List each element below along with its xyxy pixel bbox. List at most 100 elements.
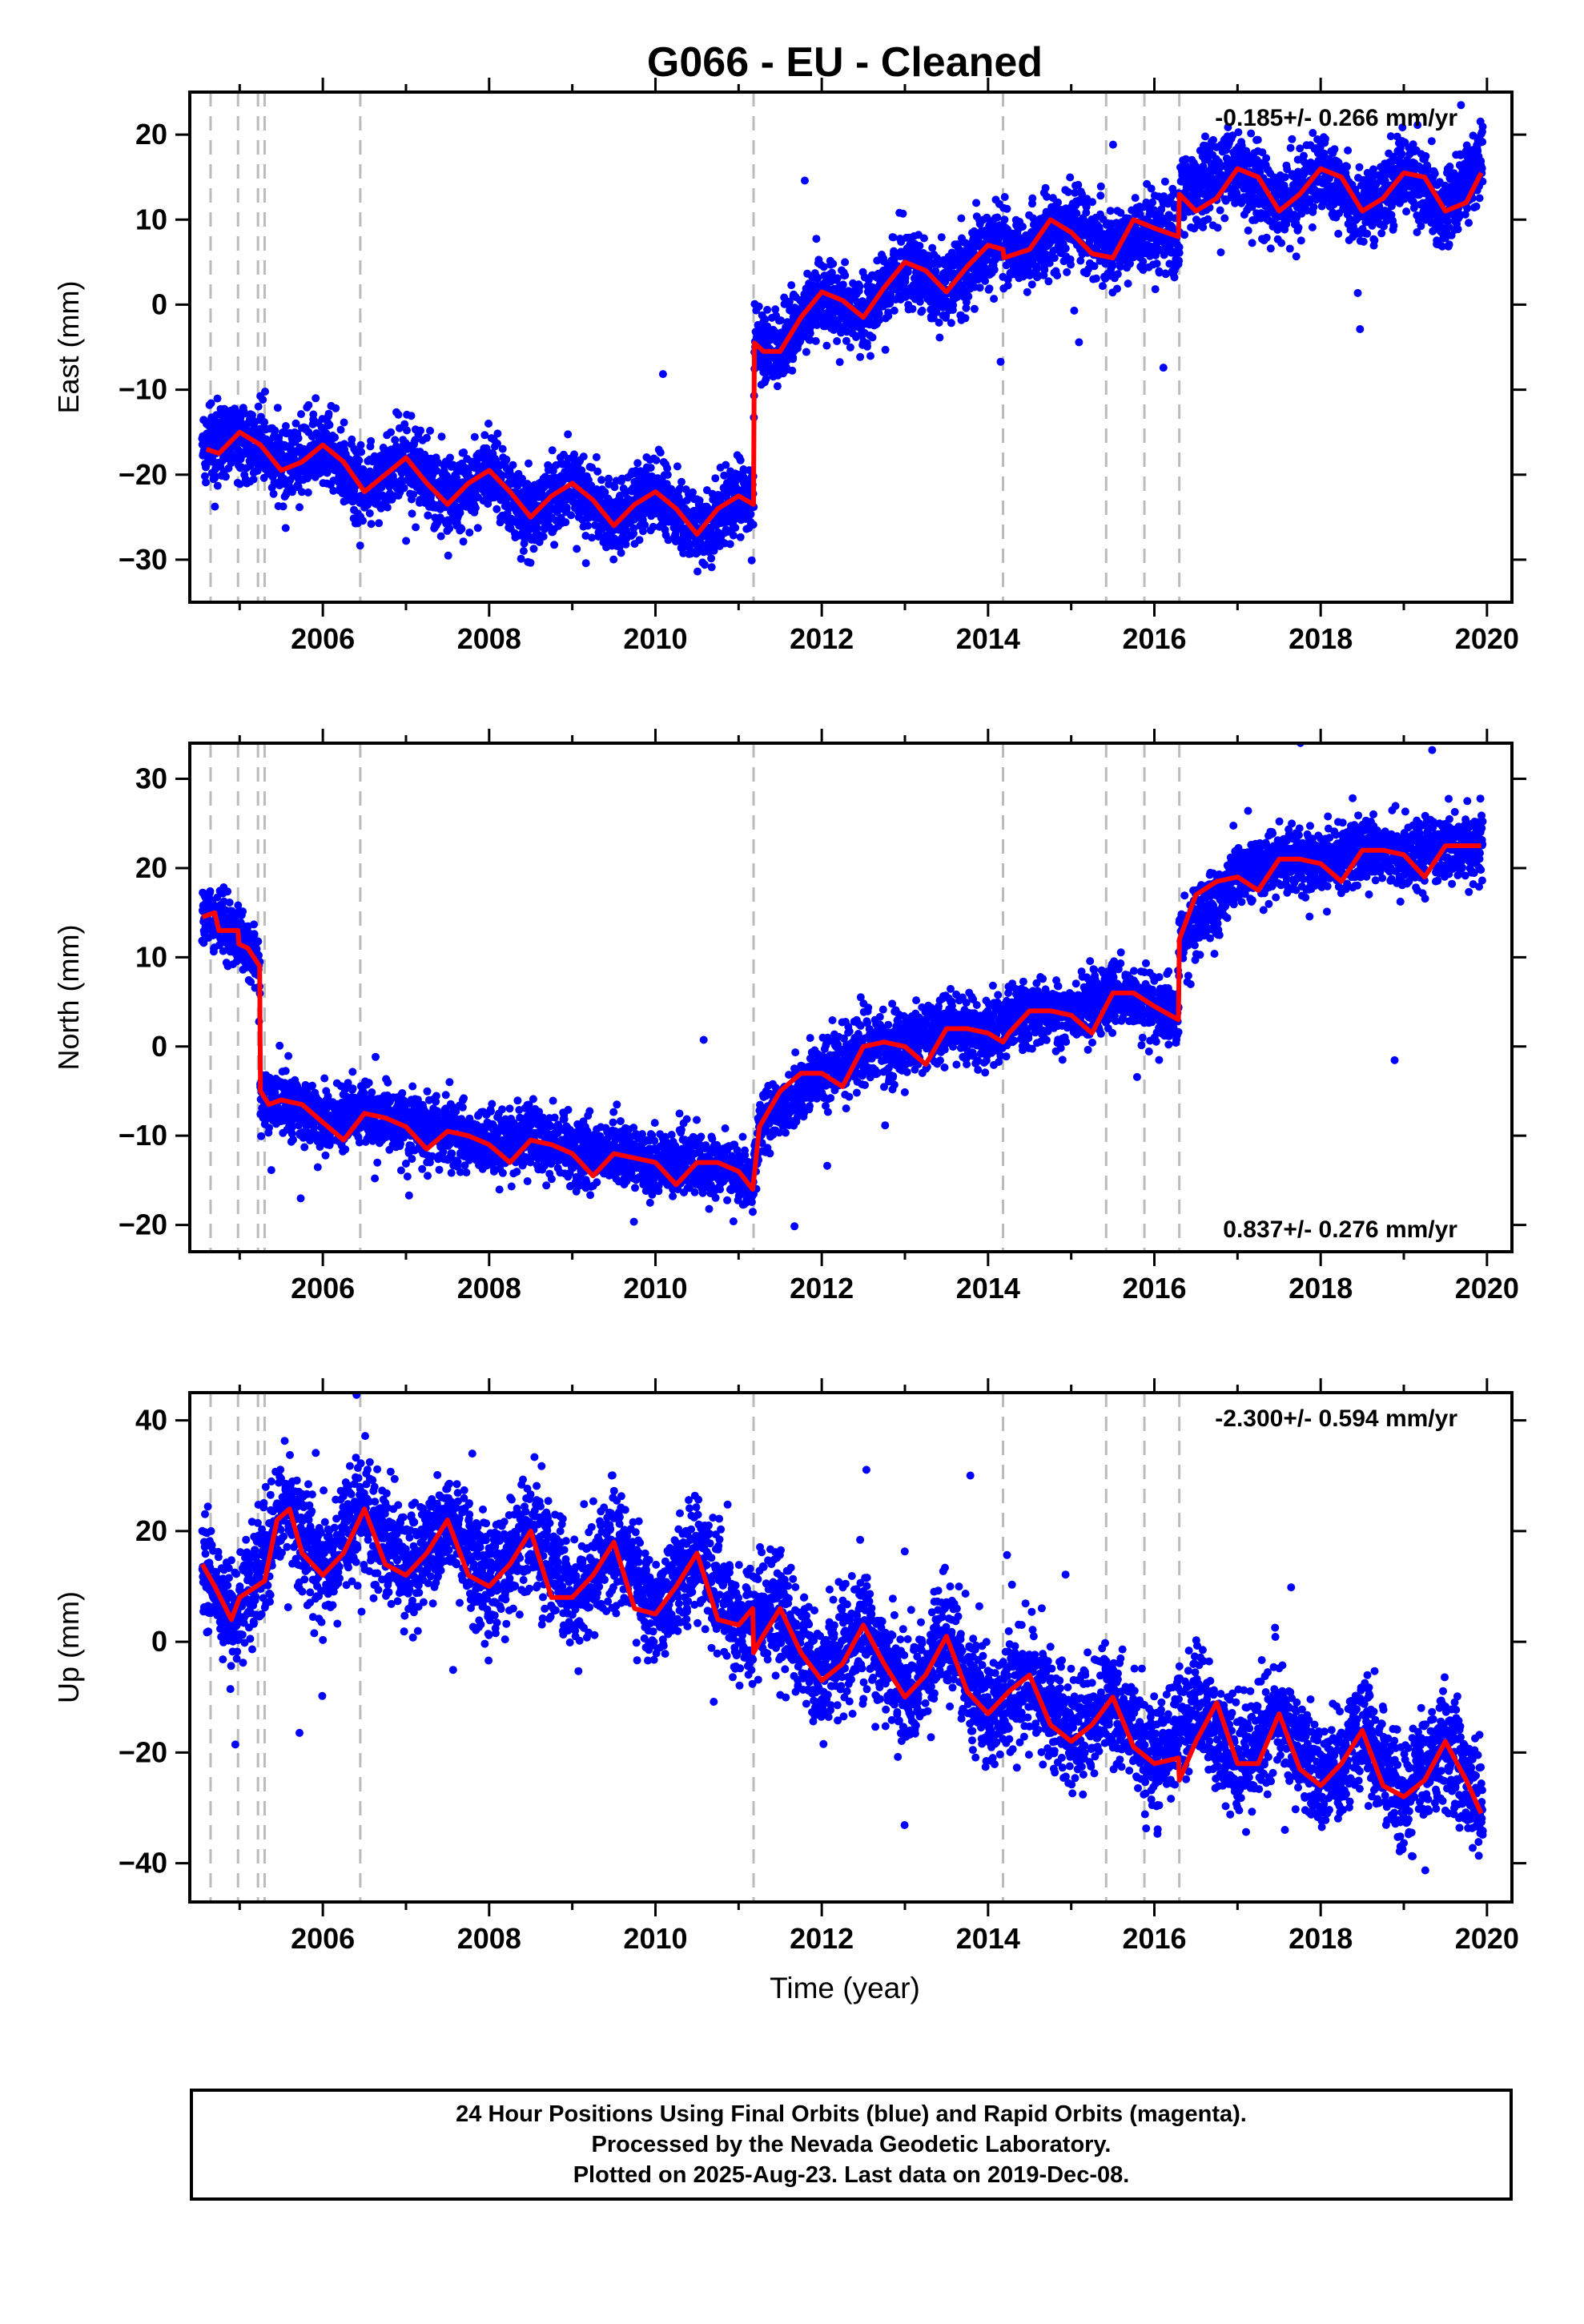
data-point — [355, 456, 364, 464]
data-point — [309, 410, 318, 419]
data-point — [609, 555, 618, 564]
data-point — [975, 283, 984, 292]
data-point — [449, 460, 458, 469]
data-point — [295, 503, 304, 512]
data-point — [402, 537, 411, 545]
data-point — [762, 375, 770, 384]
data-point — [1076, 256, 1085, 265]
data-point — [1334, 229, 1343, 238]
data-point — [493, 439, 501, 448]
data-point — [1072, 209, 1081, 218]
data-point — [207, 399, 215, 408]
data-point — [304, 400, 313, 409]
data-point — [947, 319, 955, 328]
data-point — [1000, 215, 1009, 224]
data-point — [1244, 226, 1252, 235]
data-point — [1262, 154, 1271, 163]
data-point — [269, 489, 278, 498]
data-point — [584, 521, 593, 530]
data-point — [855, 282, 864, 291]
data-point — [493, 429, 502, 438]
data-point — [1159, 364, 1168, 372]
data-point — [829, 259, 838, 268]
data-point — [539, 533, 548, 541]
data-point — [866, 352, 874, 360]
data-point — [806, 329, 814, 338]
data-point — [200, 472, 209, 480]
data-point — [281, 524, 290, 533]
data-point — [357, 448, 366, 456]
data-point — [432, 466, 441, 475]
data-point — [518, 474, 526, 483]
data-point — [841, 271, 850, 279]
data-point — [365, 509, 374, 517]
data-point — [235, 480, 244, 489]
data-point — [588, 463, 596, 472]
data-point — [248, 411, 256, 420]
data-point — [465, 529, 474, 537]
data-point — [833, 337, 842, 345]
plot-area — [198, 92, 1487, 602]
data-point — [376, 504, 385, 513]
data-point — [1248, 239, 1256, 247]
data-point — [240, 409, 249, 418]
data-point — [1096, 191, 1105, 200]
data-point — [332, 404, 340, 412]
data-point — [605, 474, 613, 483]
data-point — [444, 551, 452, 560]
data-point — [812, 235, 821, 243]
data-point — [312, 394, 320, 403]
data-point — [754, 302, 763, 311]
data-point — [452, 473, 460, 482]
data-point — [1148, 198, 1157, 207]
data-point — [271, 426, 279, 435]
data-point — [593, 467, 602, 476]
data-point — [1066, 173, 1075, 182]
data-point — [261, 388, 269, 396]
data-point — [356, 440, 365, 449]
data-point — [993, 213, 1002, 222]
data-point — [835, 358, 844, 367]
data-point — [387, 428, 395, 436]
data-point — [336, 425, 345, 434]
data-point — [367, 436, 376, 445]
data-point — [323, 468, 332, 477]
data-point — [577, 466, 586, 475]
data-point — [990, 295, 999, 304]
data-point — [1139, 257, 1148, 266]
data-point — [1003, 281, 1012, 290]
data-point — [484, 420, 492, 428]
data-point — [689, 488, 697, 497]
data-point — [581, 532, 590, 540]
data-point — [1152, 259, 1161, 268]
east-panel: 2006 2008 2010 2012 2014 2016 2018 2020−30−20−1… — [52, 78, 1526, 655]
data-point — [473, 524, 482, 533]
data-point — [318, 415, 327, 424]
data-point — [254, 402, 263, 411]
data-point — [260, 418, 269, 427]
data-point — [1061, 244, 1070, 253]
data-point — [707, 563, 716, 572]
data-point — [1108, 261, 1117, 270]
data-point — [801, 176, 809, 185]
data-point — [1063, 267, 1071, 276]
data-point — [297, 410, 305, 419]
data-point — [846, 343, 854, 352]
data-point — [1160, 177, 1169, 186]
data-point — [564, 430, 573, 439]
data-point — [570, 450, 578, 459]
data-point — [1106, 207, 1115, 215]
data-point — [1308, 223, 1317, 231]
data-point — [529, 545, 538, 553]
data-point — [908, 304, 917, 313]
data-point — [1280, 173, 1289, 182]
data-point — [822, 341, 831, 350]
data-point — [1204, 215, 1212, 223]
data-point — [581, 559, 590, 568]
data-point — [656, 448, 665, 457]
data-point — [446, 453, 454, 462]
data-point — [736, 456, 745, 464]
data-point — [731, 524, 740, 532]
data-point — [562, 503, 571, 512]
data-point — [231, 404, 239, 413]
